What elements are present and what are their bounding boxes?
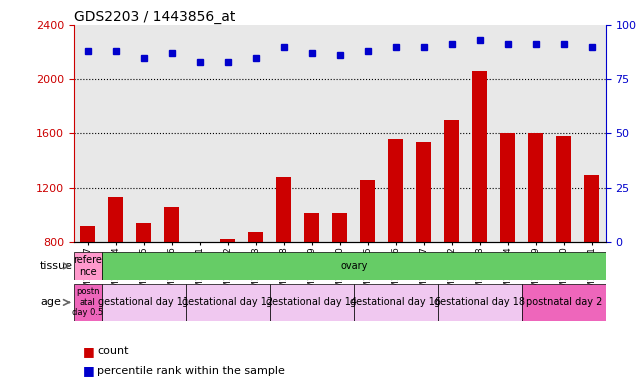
Bar: [388, 139, 403, 242]
Bar: [220, 239, 235, 242]
Text: GDS2203 / 1443856_at: GDS2203 / 1443856_at: [74, 10, 235, 24]
Bar: [270, 284, 354, 321]
Bar: [74, 252, 102, 280]
Text: ■: ■: [83, 364, 95, 377]
Bar: [522, 284, 606, 321]
Bar: [472, 71, 487, 242]
Bar: [192, 242, 208, 243]
Bar: [164, 207, 179, 242]
Bar: [304, 214, 319, 242]
Bar: [416, 142, 431, 242]
Bar: [584, 175, 599, 242]
Bar: [438, 284, 522, 321]
Bar: [360, 180, 376, 242]
Text: refere
nce: refere nce: [73, 255, 102, 277]
Bar: [108, 197, 124, 242]
Text: gestational day 14: gestational day 14: [266, 297, 357, 308]
Bar: [332, 214, 347, 242]
Bar: [136, 223, 151, 242]
Text: ■: ■: [83, 345, 95, 358]
Bar: [74, 284, 102, 321]
Bar: [102, 284, 186, 321]
Text: age: age: [40, 297, 61, 308]
Text: postn
atal
day 0.5: postn atal day 0.5: [72, 288, 103, 317]
Text: gestational day 16: gestational day 16: [350, 297, 441, 308]
Text: gestational day 18: gestational day 18: [434, 297, 525, 308]
Text: percentile rank within the sample: percentile rank within the sample: [97, 366, 285, 376]
Bar: [500, 134, 515, 242]
Bar: [528, 134, 544, 242]
Bar: [354, 284, 438, 321]
Text: gestational day 12: gestational day 12: [182, 297, 273, 308]
Bar: [186, 284, 270, 321]
Text: tissue: tissue: [40, 261, 73, 271]
Text: ovary: ovary: [340, 261, 367, 271]
Bar: [248, 232, 263, 242]
Bar: [80, 226, 96, 242]
Text: postnatal day 2: postnatal day 2: [526, 297, 602, 308]
Text: gestational day 11: gestational day 11: [98, 297, 189, 308]
Text: count: count: [97, 346, 129, 356]
Bar: [276, 177, 292, 242]
Bar: [556, 136, 571, 242]
Bar: [444, 120, 460, 242]
